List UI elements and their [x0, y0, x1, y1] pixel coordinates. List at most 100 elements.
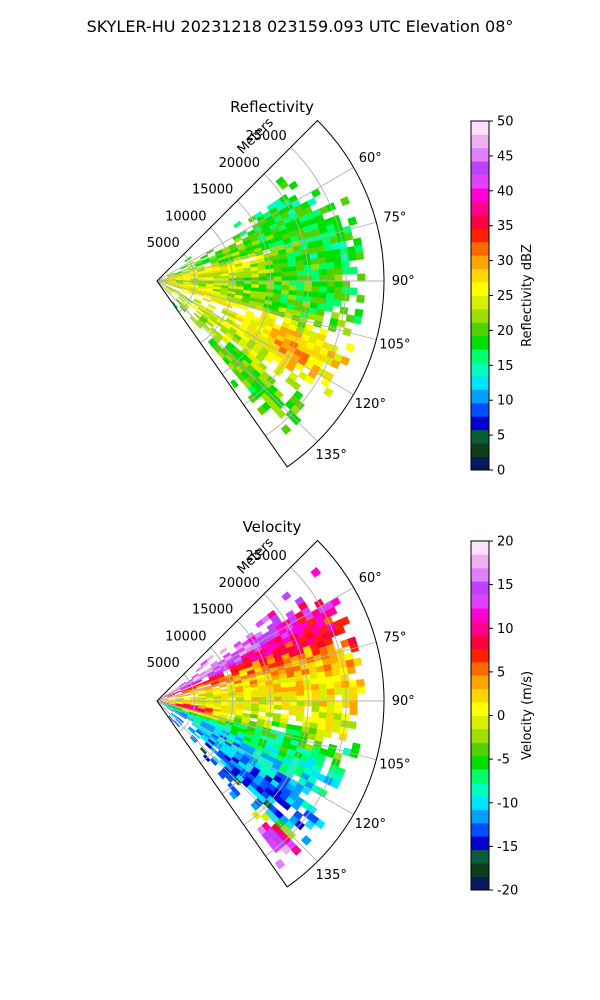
range-tick-label: 10000: [165, 210, 206, 225]
echo-gate: [326, 280, 336, 288]
echo-gate: [326, 700, 336, 708]
echo-gate: [295, 685, 305, 692]
colorbar-swatch: [471, 581, 489, 596]
colorbar-tick-label: 45: [497, 149, 514, 164]
echo-gate: [311, 689, 320, 696]
echo-gate: [334, 700, 343, 708]
echo-gate: [331, 668, 341, 677]
echo-gate: [251, 697, 260, 702]
colorbar-swatch: [471, 541, 489, 555]
echo-gate: [288, 285, 298, 292]
echo-gate: [311, 280, 320, 287]
echo-gate: [326, 268, 335, 276]
echo-gate: [332, 299, 342, 308]
echo-gate: [281, 696, 290, 702]
echo-gate: [258, 693, 267, 698]
echo-gate: [288, 690, 298, 697]
echo-gate: [289, 275, 298, 282]
colorbar-swatch: [471, 255, 489, 270]
echo-gate: [195, 665, 204, 673]
range-tick-label: 15000: [192, 183, 233, 198]
theta-tick-label: 75°: [383, 630, 406, 645]
colorbar-tick-label: 35: [497, 219, 514, 234]
range-ring: [200, 227, 234, 344]
echo-gate: [319, 274, 328, 282]
echo-gate: [258, 700, 267, 706]
azimuth-gridline: [156, 700, 377, 761]
echo-gate: [251, 273, 260, 278]
echo-gate: [319, 286, 328, 294]
colorbar-swatch: [471, 362, 489, 377]
theta-tick-label: 135°: [316, 868, 347, 883]
echo-gate: [356, 294, 365, 304]
range-ring: [200, 647, 234, 764]
echo-gate: [333, 713, 343, 721]
echo-gate: [346, 245, 356, 255]
azimuth-gridline: [156, 700, 354, 815]
echo-gate: [258, 273, 267, 278]
echo-gate: [289, 695, 298, 702]
echo-gate: [296, 275, 305, 282]
echo-gate: [296, 270, 305, 277]
echo-gate: [318, 262, 328, 270]
echo-gate: [356, 686, 366, 695]
echo-gate: [345, 342, 356, 353]
echo-gate: [296, 285, 305, 292]
colorbar: 0 5 10 15 20 25 30 35 40 45 50 Reflectivity dBZ: [470, 115, 535, 479]
echo-gate: [349, 287, 358, 296]
echo-gate: [280, 844, 292, 855]
echo-gate: [273, 704, 283, 710]
range-tick-label: 10000: [165, 630, 206, 645]
echo-gate: [304, 819, 316, 831]
colorbar-swatch: [471, 634, 489, 649]
echo-gate: [281, 705, 290, 711]
echo-gate: [332, 254, 342, 263]
azimuth-gridline: [156, 641, 377, 702]
panel-velocity: Velocity 60° 75° 90° 105° 120° 135° 5000 10000 15…: [147, 518, 535, 899]
range-ring: [178, 253, 196, 313]
echo-gate: [318, 682, 328, 690]
echo-gate: [280, 266, 290, 273]
azimuth-gridline: [156, 167, 354, 282]
colorbar-swatch: [471, 134, 489, 149]
echo-gate: [200, 254, 209, 260]
colorbar-swatch: [471, 174, 489, 189]
colorbar-tick-label: -10: [497, 796, 518, 811]
echo-gate: [300, 834, 312, 846]
echo-gate: [354, 244, 364, 254]
echo-gate: [168, 715, 175, 723]
range-tick-label: 5000: [147, 656, 180, 671]
echo-gate: [349, 266, 358, 275]
echo-gate: [347, 216, 358, 226]
echo-gate: [326, 292, 335, 300]
echo-gate: [357, 273, 366, 282]
colorbar-swatch: [471, 849, 489, 864]
range-tick-label: 5000: [147, 236, 180, 251]
colorbar-swatch: [471, 755, 489, 770]
azimuth-gridline: [156, 700, 318, 862]
colorbar-swatch: [471, 661, 489, 676]
echo-gate: [191, 673, 199, 680]
echo-gate: [333, 681, 343, 689]
echo-gate: [217, 771, 226, 780]
echo-gate: [189, 736, 197, 744]
sector-frame: [156, 539, 385, 888]
echo-gate: [295, 265, 305, 272]
theta-tick-label: 120°: [355, 397, 386, 412]
echo-gate: [311, 683, 320, 691]
echo-gate: [236, 694, 245, 699]
echo-gate: [349, 693, 358, 702]
echo-gate: [325, 256, 335, 264]
echo-gate: [273, 280, 283, 286]
echo-gate: [289, 280, 298, 287]
echo-gate: [311, 286, 320, 293]
echo-gate: [355, 251, 365, 261]
echo-gate: [263, 354, 274, 364]
echo-gate: [183, 697, 192, 700]
echo-gate: [209, 757, 218, 766]
echo-gate: [326, 694, 336, 702]
colorbar-swatch: [471, 863, 489, 877]
colorbar-tick-label: 0: [497, 709, 505, 724]
echo-gate: [274, 858, 286, 870]
